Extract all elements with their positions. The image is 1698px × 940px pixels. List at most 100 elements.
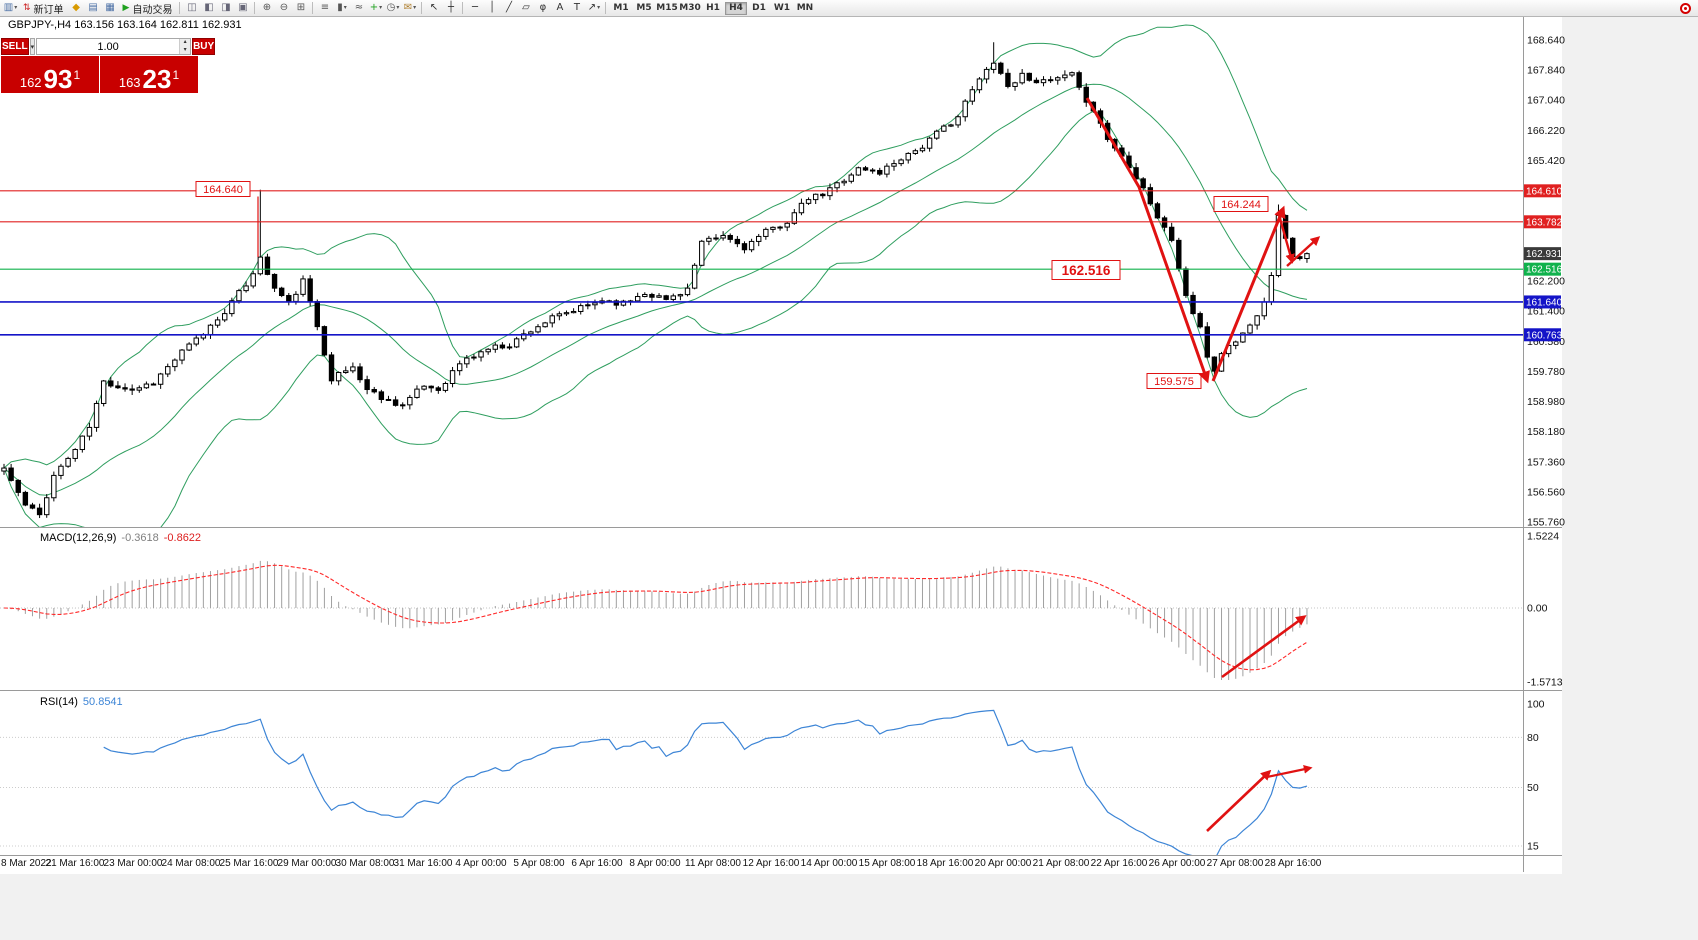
- annotation-arrow[interactable]: [1221, 615, 1307, 679]
- indicators-icon[interactable]: + ▾: [369, 2, 383, 13]
- price-badge: [1524, 328, 1561, 342]
- macd-signal-line: [3, 564, 1308, 671]
- new-order-button-label: 新订单: [33, 4, 64, 16]
- macd-axis-label: -1.5713: [1527, 677, 1563, 689]
- auto-trading-button[interactable]: ▶ 自动交易: [119, 1, 177, 16]
- bollinger-bands: [3, 24, 1308, 527]
- time-axis-label: 25 Mar 16:00: [220, 858, 279, 869]
- buy-price-big: 23: [142, 63, 172, 94]
- dropdown-caret-icon: ▾: [14, 4, 18, 11]
- time-axis-label: 6 Apr 16:00: [571, 858, 623, 869]
- bar-chart-type-icon[interactable]: ≡: [320, 2, 330, 13]
- crosshair-icon[interactable]: ┼: [447, 2, 454, 13]
- templates-icon[interactable]: ✉ ▾: [403, 2, 417, 13]
- order-options-dropdown[interactable]: ▾: [29, 38, 36, 55]
- fibonacci-icon[interactable]: φ: [539, 2, 547, 13]
- price-callout[interactable]: 159.575: [1146, 373, 1202, 389]
- quotes-icon[interactable]: ◆: [72, 2, 80, 13]
- dropdown-caret-icon: ▾: [379, 4, 383, 11]
- price-callout[interactable]: 164.244: [1213, 196, 1269, 212]
- data-window-icon[interactable]: ▦: [105, 2, 115, 13]
- sell-button[interactable]: SELL: [1, 38, 29, 55]
- line-chart-type-icon[interactable]: ≈: [354, 2, 364, 13]
- toolbar-separator: [254, 2, 256, 14]
- price-axis-label: 155.760: [1527, 517, 1565, 529]
- record-icon[interactable]: [1680, 2, 1691, 14]
- svg-text:159.575: 159.575: [1154, 376, 1194, 388]
- channel-icon[interactable]: ▱: [522, 2, 530, 13]
- time-axis-label: 8 Mar 2022: [1, 858, 52, 869]
- annotation-arrow[interactable]: [1206, 769, 1272, 832]
- time-axis-label: 5 Apr 08:00: [513, 858, 565, 869]
- sell-price[interactable]: 162 93 1: [1, 56, 99, 93]
- dropdown-caret-icon: ▾: [413, 4, 417, 11]
- price-axis-label: 159.780: [1527, 366, 1565, 378]
- volume-input[interactable]: [37, 39, 180, 54]
- tile-windows-icon[interactable]: ◫: [187, 2, 197, 13]
- grid-icon[interactable]: ⊞: [296, 2, 306, 13]
- price-badge: [1524, 262, 1561, 276]
- buy-price[interactable]: 163 23 1: [100, 56, 198, 93]
- time-axis-label: 20 Apr 00:00: [975, 858, 1032, 869]
- annotation-arrow[interactable]: [1085, 97, 1210, 384]
- timeframe-m30-button[interactable]: M30: [679, 3, 701, 13]
- toolbar-separator: [605, 2, 607, 14]
- timeframe-h4-button[interactable]: H4: [724, 1, 747, 15]
- timeframe-w1-button[interactable]: W1: [773, 3, 791, 13]
- macd-plot[interactable]: [3, 560, 1308, 680]
- svg-text:164.640: 164.640: [203, 184, 243, 196]
- time-axis-label: 28 Apr 16:00: [1265, 858, 1322, 869]
- timeframe-mn-button[interactable]: MN: [796, 3, 814, 13]
- price-badge-label: 161.640: [1526, 297, 1563, 308]
- zoom-out-icon[interactable]: ⊖: [279, 2, 289, 13]
- buy-button[interactable]: BUY: [192, 38, 216, 55]
- volume-spinner: ▴ ▾: [179, 39, 191, 54]
- horizontal-line-icon[interactable]: ─: [471, 2, 478, 13]
- arrange-windows-icon[interactable]: ◨: [221, 2, 231, 13]
- annotation-arrow[interactable]: [1286, 236, 1321, 267]
- annotation-arrow[interactable]: [1266, 764, 1313, 779]
- time-axis-label: 18 Apr 16:00: [917, 858, 974, 869]
- price-callout[interactable]: 164.640: [195, 181, 259, 258]
- trendline-icon[interactable]: ╱: [505, 2, 512, 13]
- candlesticks[interactable]: [1, 42, 1310, 519]
- time-axis-label: 26 Apr 00:00: [1149, 858, 1206, 869]
- candlestick-chart-type-icon[interactable]: ▮ ▾: [337, 2, 347, 13]
- time-axis-label: 22 Apr 16:00: [1091, 858, 1148, 869]
- cascade-windows-icon[interactable]: ◧: [204, 2, 214, 13]
- chart-window-icon[interactable]: ▥ ▾: [3, 2, 18, 13]
- text-icon[interactable]: A: [556, 2, 564, 13]
- timeframe-m5-button[interactable]: M5: [636, 3, 652, 13]
- time-axis-label: 8 Apr 00:00: [629, 858, 681, 869]
- market-watch-icon[interactable]: ▤: [88, 2, 98, 13]
- rsi-line[interactable]: [103, 709, 1308, 860]
- periods-icon[interactable]: ◷ ▾: [386, 2, 400, 13]
- timeframe-m1-button[interactable]: M1: [613, 3, 629, 13]
- toolbar-separator: [462, 2, 464, 14]
- timeframe-h1-button[interactable]: H1: [706, 3, 720, 13]
- volume-increase-button[interactable]: ▴: [180, 39, 191, 47]
- zoom-in-icon[interactable]: ⊕: [262, 2, 272, 13]
- annotation-arrow[interactable]: [1211, 205, 1286, 382]
- cursor-icon[interactable]: ↖: [429, 2, 439, 13]
- annotation-arrow[interactable]: [1277, 214, 1295, 264]
- arrows-icon[interactable]: ↗ ▾: [587, 2, 601, 13]
- price-badge-label: 164.610: [1526, 186, 1563, 197]
- vertical-line-icon[interactable]: │: [488, 2, 495, 13]
- play-icon: ▶: [122, 3, 130, 13]
- timeframe-m15-button[interactable]: M15: [656, 3, 678, 13]
- macd-axis-label: 0.00: [1527, 603, 1548, 615]
- price-axis[interactable]: 168.640 167.840 167.040 166.220 165.420 162.2…: [1523, 17, 1566, 872]
- text-label-icon[interactable]: T: [573, 2, 581, 13]
- buy-price-sup: 1: [172, 68, 180, 82]
- price-callout[interactable]: 162.516: [1051, 260, 1121, 280]
- dropdown-caret-icon: ▾: [343, 4, 347, 11]
- volume-decrease-button[interactable]: ▾: [180, 46, 191, 54]
- maximize-window-icon[interactable]: ▣: [238, 2, 248, 13]
- new-order-button[interactable]: ⇅ 新订单: [19, 1, 68, 16]
- price-axis-label: 162.200: [1527, 276, 1565, 288]
- timeframe-d1-button[interactable]: D1: [752, 3, 766, 13]
